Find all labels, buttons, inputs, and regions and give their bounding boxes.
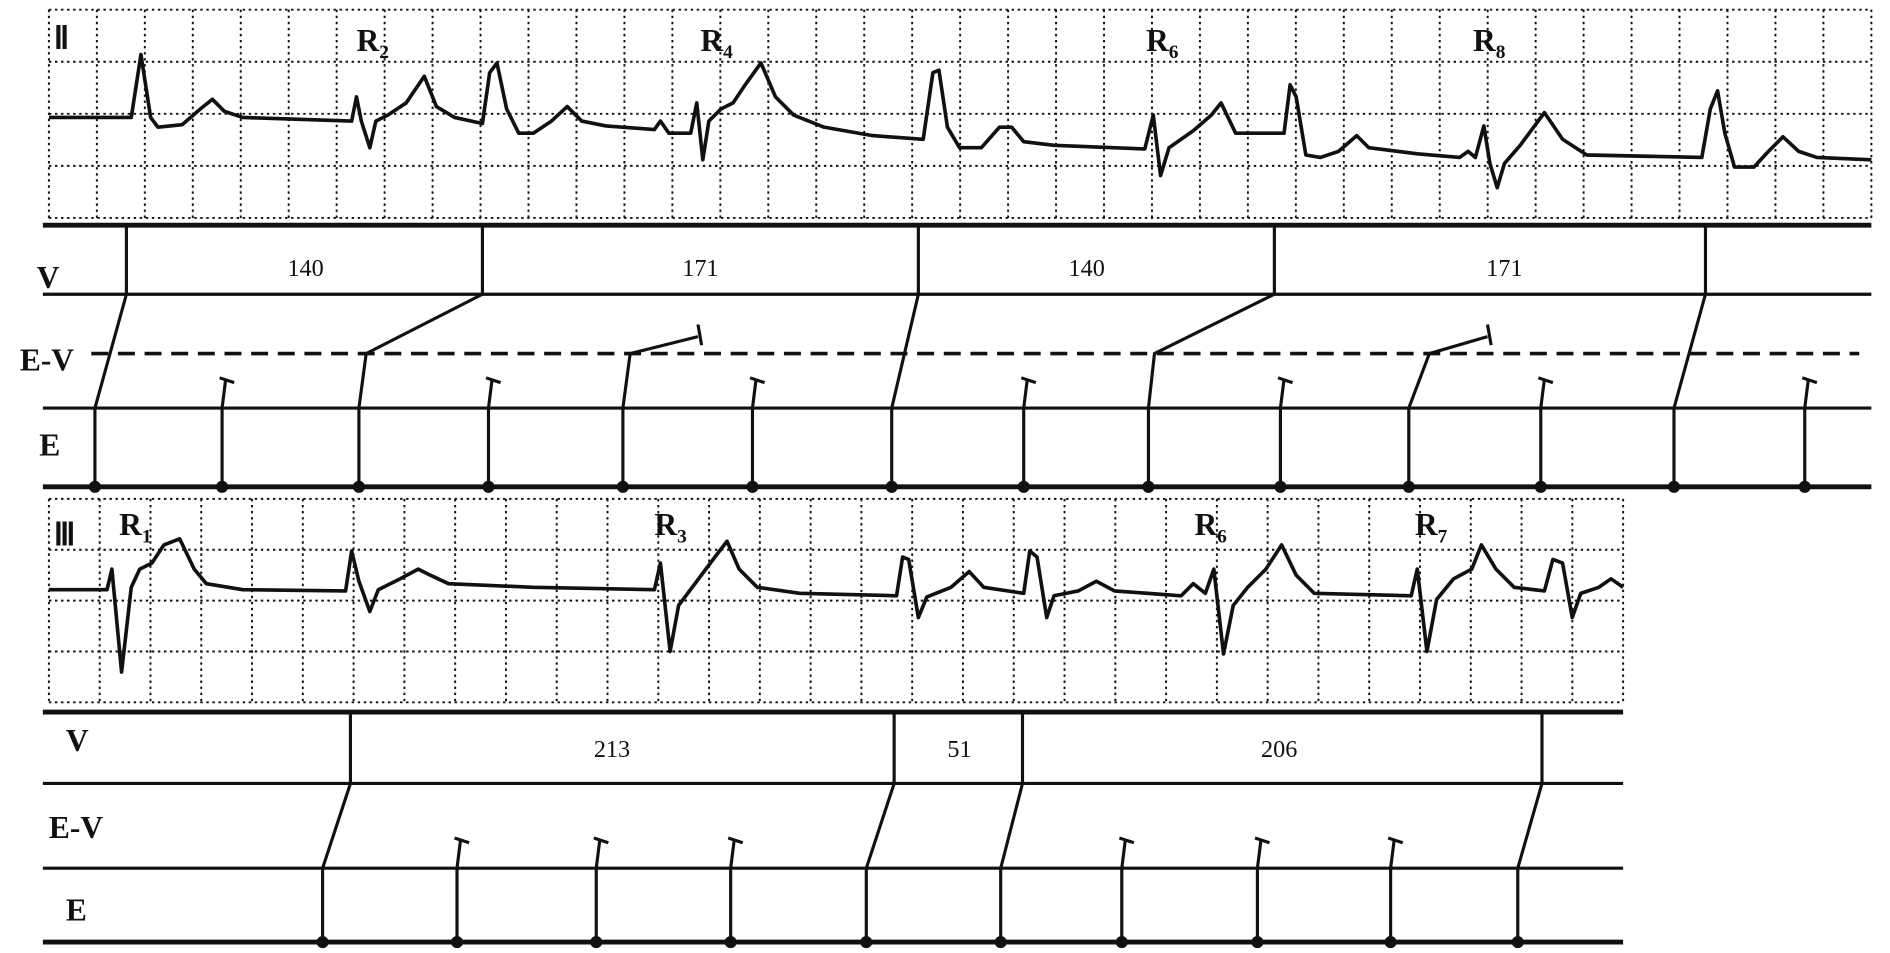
r-label: R4 — [700, 23, 733, 63]
conducted-impulse — [999, 783, 1025, 943]
blocked-impulse — [1120, 838, 1127, 943]
blocked-impulse — [1803, 378, 1810, 487]
row-label-e: E — [39, 427, 60, 462]
block-bar — [1485, 324, 1493, 346]
block-bar — [219, 376, 235, 385]
block-bar — [1387, 836, 1404, 845]
impulse-dot — [216, 480, 229, 493]
conducted-impulse — [1146, 292, 1276, 487]
r-label: R6 — [1146, 23, 1179, 63]
impulse-dot — [352, 480, 365, 493]
r-label: R6 — [1194, 507, 1227, 547]
row-label-ev: E-V — [20, 343, 74, 378]
impulse-dot — [1402, 480, 1415, 493]
v-interval: 171 — [682, 255, 718, 282]
block-bar — [1277, 376, 1294, 385]
impulse-dot — [1511, 936, 1524, 949]
impulse-dot — [1115, 936, 1128, 949]
block-bar — [1537, 376, 1554, 385]
impulse-dot — [1251, 936, 1264, 949]
row-label-v: V — [37, 260, 60, 295]
blocked-impulse — [1255, 838, 1263, 943]
impulse-dot — [482, 480, 495, 493]
blocked-impulse — [1539, 378, 1546, 487]
conducted-impulse — [357, 292, 484, 487]
blocked-impulse — [750, 378, 758, 487]
v-interval: 206 — [1261, 736, 1297, 763]
row-label-v: V — [66, 723, 89, 758]
v-interval: 140 — [1069, 255, 1105, 282]
impulse-dot — [994, 936, 1007, 949]
block-bar — [1020, 376, 1037, 385]
blocked-impulse — [1278, 378, 1286, 487]
blocked-impulse — [220, 378, 228, 487]
impulse-dot — [1798, 480, 1811, 493]
impulse-dot — [590, 936, 603, 949]
ecg-trace-lead-ii — [48, 52, 1872, 190]
concealed-impulse — [1407, 335, 1488, 487]
ladder-lines — [42, 222, 1872, 949]
impulse-dot — [1274, 480, 1287, 493]
block-bar — [727, 836, 744, 845]
conducted-impulse — [93, 293, 128, 487]
blocked-impulse — [729, 838, 736, 943]
concealed-impulse — [621, 335, 699, 487]
lead-label-ii: Ⅱ — [54, 20, 69, 55]
row-label-e: E — [66, 892, 87, 927]
impulse-dot — [316, 936, 329, 949]
r-label: R2 — [356, 23, 388, 63]
impulse-dot — [885, 480, 898, 493]
v-interval: 51 — [947, 736, 971, 763]
block-bar — [1254, 836, 1271, 845]
block-bar — [1801, 376, 1818, 385]
impulse-dot — [746, 480, 759, 493]
impulse-dot — [860, 936, 873, 949]
block-bar — [454, 836, 470, 845]
row-label-ev: E-V — [49, 810, 103, 845]
impulse-dot — [1667, 480, 1681, 493]
impulse-dot — [1017, 480, 1030, 493]
r-label: R1 — [119, 507, 151, 547]
block-bar — [696, 324, 704, 346]
conducted-impulse — [864, 782, 896, 943]
v-interval: 140 — [287, 255, 323, 282]
conducted-impulse — [1516, 783, 1544, 943]
block-bar — [1118, 836, 1135, 845]
conducted-impulse — [890, 293, 920, 487]
blocked-impulse — [455, 838, 463, 943]
ecg-grid — [47, 8, 1873, 704]
impulse-dot — [1534, 480, 1547, 493]
block-bar — [749, 376, 766, 385]
block-bar — [593, 836, 609, 845]
impulse-dot — [450, 936, 464, 949]
ecg-trace-lead-iii — [48, 537, 1625, 674]
r-label: R7 — [1415, 507, 1448, 547]
impulse-dot — [724, 936, 737, 949]
v-interval: 213 — [594, 736, 630, 763]
impulse-dot — [1384, 936, 1397, 949]
v-interval: 171 — [1486, 255, 1522, 282]
r-label: R3 — [654, 507, 687, 547]
blocked-impulse — [594, 838, 602, 943]
conducted-impulse — [321, 782, 352, 943]
lead-label-iii: Ⅲ — [54, 517, 76, 552]
block-bar — [485, 376, 502, 385]
blocked-impulse — [486, 378, 494, 487]
impulse-dot — [88, 480, 101, 493]
blocked-impulse — [1022, 378, 1029, 487]
impulse-dot — [616, 480, 629, 493]
blocked-impulse — [1389, 838, 1396, 943]
conducted-impulse — [1672, 293, 1707, 487]
r-label: R8 — [1473, 23, 1506, 63]
impulse-dot — [1142, 480, 1155, 493]
